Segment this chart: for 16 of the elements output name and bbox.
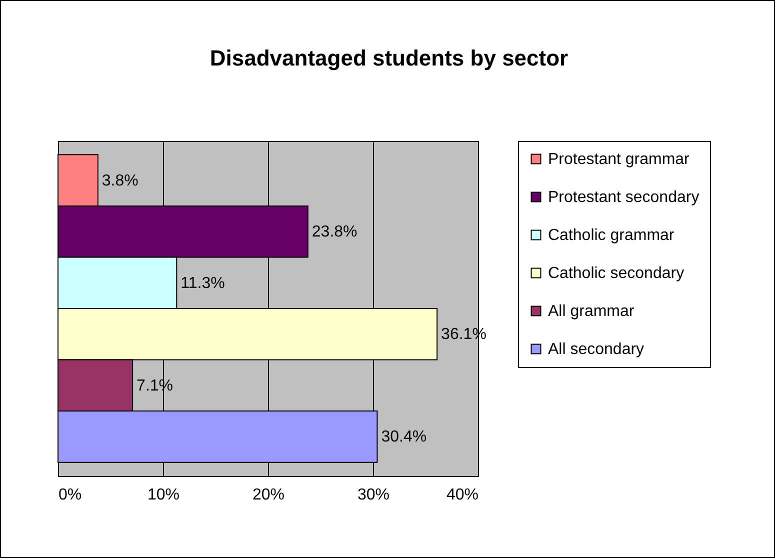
x-tick-label: 40% [446, 486, 478, 504]
legend-label: Catholic secondary [548, 265, 684, 282]
data-label: 30.4% [381, 428, 427, 446]
x-tick-label: 30% [357, 486, 390, 504]
data-label: 3.8% [102, 172, 138, 190]
legend-label: Protestant secondary [548, 189, 700, 206]
data-label: 11.3% [180, 274, 225, 292]
x-tick-label: 0% [58, 486, 82, 504]
data-label: 23.8% [312, 224, 358, 241]
legend-label: All secondary [548, 341, 644, 358]
chart-title: Disadvantaged students by sector [210, 46, 569, 70]
legend-label: Catholic grammar [548, 227, 675, 244]
x-tick-label: 20% [252, 486, 285, 504]
x-tick-label: 10% [147, 486, 180, 504]
legend-label: All grammar [548, 303, 635, 320]
legend-label: Protestant grammar [548, 151, 690, 168]
